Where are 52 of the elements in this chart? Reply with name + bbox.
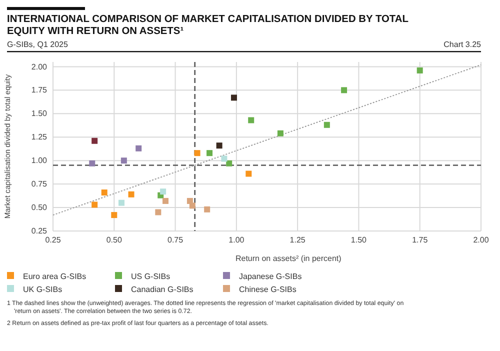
point <box>230 94 237 101</box>
y-tick-label: 1.00 <box>31 156 48 166</box>
x-tick-label: 1.75 <box>412 236 428 245</box>
legend-label: Japanese G-SIBs <box>239 272 302 281</box>
x-tick-label: 0.25 <box>45 236 62 245</box>
y-tick-label: 1.50 <box>31 109 48 118</box>
point <box>155 209 162 216</box>
point <box>92 138 98 144</box>
point <box>120 158 127 164</box>
point <box>101 190 108 196</box>
legend-label: Euro area G-SIBs <box>23 272 86 281</box>
point <box>206 150 213 156</box>
chart-title: INTERNATIONAL COMPARISON OF MARKET CAPITALISATION DIVIDED BY TOTAL EQUITY WITH RETURN ON ASSETS¹ <box>7 14 408 37</box>
y-tick-label: 2.00 <box>31 62 48 72</box>
point <box>128 191 134 198</box>
point <box>92 202 98 208</box>
x-tick-label: 1.25 <box>290 236 306 245</box>
point <box>136 145 142 152</box>
point <box>221 156 228 162</box>
point <box>204 206 210 212</box>
caption: Chart 3.25 <box>444 40 482 49</box>
x-tick-label: 2.00 <box>473 236 490 245</box>
point <box>118 200 124 206</box>
legend-label: Canadian G-SIBs <box>131 285 194 294</box>
chart-subtitle: G-SIBs, Q1 2025 <box>7 40 68 49</box>
x-tick-label: 1.00 <box>228 236 245 245</box>
point <box>341 87 348 94</box>
x-tick-label: 0.75 <box>167 236 184 245</box>
legend-label: UK G-SIBs <box>23 285 62 294</box>
y-tick-label: 0.25 <box>31 226 48 236</box>
point <box>189 202 196 209</box>
x-tick-label: 0.50 <box>106 236 122 245</box>
x-axis-title: Return on assets² (in percent) <box>235 254 342 263</box>
y-tick-label: 1.25 <box>31 132 48 142</box>
point <box>324 122 330 128</box>
point <box>216 142 222 149</box>
point <box>111 212 118 218</box>
point <box>246 170 252 177</box>
x-tick-label: 1.50 <box>350 236 368 245</box>
y-tick-label: 0.75 <box>31 180 48 189</box>
point <box>277 130 284 136</box>
point <box>162 198 169 204</box>
y-tick-label: 0.50 <box>31 203 48 212</box>
point <box>194 150 200 156</box>
point <box>248 117 254 124</box>
legend-label: Chinese G-SIBs <box>239 285 296 294</box>
point <box>160 188 166 195</box>
point <box>89 160 96 166</box>
y-tick-label: 1.75 <box>31 86 48 95</box>
point <box>226 160 232 166</box>
point <box>416 67 423 74</box>
legend-label: US G-SIBs <box>131 272 170 281</box>
